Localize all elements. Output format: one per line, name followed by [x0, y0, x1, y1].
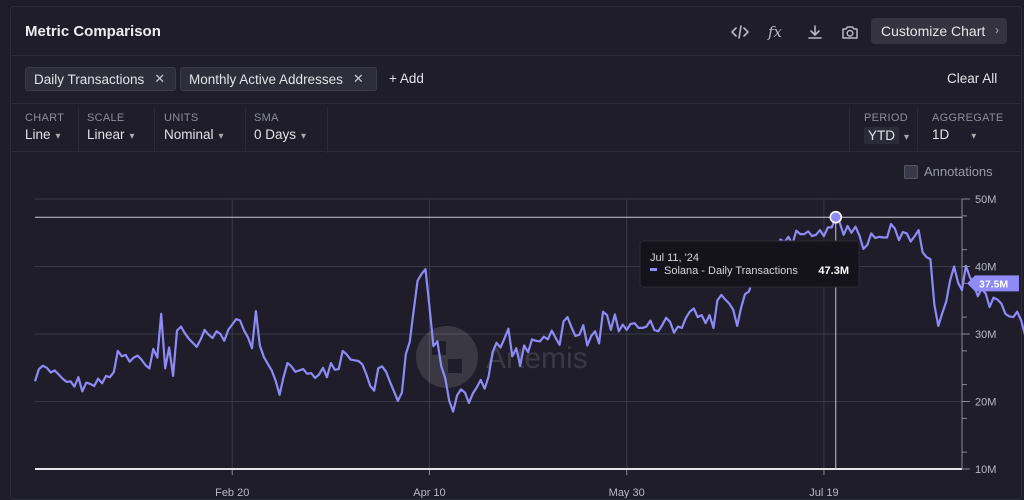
control-value: Nominal [164, 127, 214, 142]
chevron-right-icon: › [995, 23, 999, 37]
page-title: Metric Comparison [25, 23, 161, 40]
x-tick-label: May 30 [609, 487, 645, 498]
chevron-down-icon: ▾ [904, 132, 910, 143]
divider [11, 103, 1021, 104]
divider [11, 151, 1021, 152]
control-label: SMA [254, 112, 279, 124]
annotations-checkbox[interactable] [904, 164, 918, 179]
markers [829, 210, 843, 224]
close-icon[interactable]: ✕ [352, 71, 364, 86]
control-label: PERIOD [864, 112, 908, 124]
chevron-down-icon: ▾ [218, 131, 224, 142]
control-label: CHART [25, 112, 65, 124]
x-tick-label: Jul 19 [809, 487, 838, 498]
control-value: Linear [87, 127, 125, 142]
y-tick-label: 20M [975, 397, 996, 409]
control-label: AGGREGATE [932, 112, 1004, 124]
annotations-toggle[interactable]: Annotations [904, 164, 993, 179]
annotations-label: Annotations [924, 164, 993, 179]
tooltip: Jul 11, '24 Solana - Daily Transactions … [639, 240, 860, 288]
tooltip-swatch [650, 268, 657, 271]
x-tick-label: Feb 20 [215, 487, 249, 498]
last-value-label: 37.5M [967, 275, 1019, 292]
divider [11, 55, 1021, 56]
customize-chart-label: Customize Chart [881, 23, 986, 39]
control-value: 1D [932, 127, 950, 142]
close-icon[interactable]: ✕ [154, 71, 166, 86]
hover-point-marker [829, 210, 843, 224]
code-icon[interactable] [729, 21, 751, 43]
chip-label: Monthly Active Addresses [189, 71, 343, 87]
tooltip-value: 47.3M [818, 265, 849, 277]
control-value: YTD [864, 127, 899, 144]
add-metric-button[interactable]: + Add [389, 71, 424, 86]
chip-label: Daily Transactions [34, 71, 145, 87]
fx-icon[interactable]: fx [767, 23, 782, 41]
chevron-down-icon: ▾ [129, 131, 135, 142]
download-icon[interactable] [804, 21, 826, 43]
chart-type-select[interactable]: CHART Line ▾ [11, 107, 79, 153]
control-value: Line [25, 127, 51, 142]
units-select[interactable]: UNITS Nominal ▾ [150, 107, 246, 153]
x-tick-label: Apr 10 [413, 487, 445, 498]
clear-all-button[interactable]: Clear All [947, 71, 998, 86]
aggregate-select[interactable]: AGGREGATE 1D ▾ [917, 107, 1021, 153]
sma-select[interactable]: SMA 0 Days ▾ [240, 107, 328, 153]
metric-chip-daily-transactions[interactable]: Daily Transactions ✕ [25, 67, 176, 91]
customize-chart-button[interactable]: Customize Chart › [871, 18, 1007, 44]
chevron-down-icon: ▾ [301, 131, 307, 142]
period-select[interactable]: PERIOD YTD ▾ [849, 107, 923, 153]
watermark-text: Artemis [486, 342, 588, 375]
watermark: Artemis [416, 326, 588, 388]
control-value: 0 Days [254, 127, 297, 142]
tooltip-date: Jul 11, '24 [650, 252, 699, 264]
x-axis: Feb 20 Apr 10 May 30 Jul 19 [35, 468, 962, 498]
series-line-solana-daily-transactions [33, 216, 1024, 413]
last-value-text: 37.5M [979, 278, 1008, 290]
scale-select[interactable]: SCALE Linear ▾ [73, 107, 155, 153]
chevron-down-icon: ▾ [55, 131, 61, 142]
camera-icon[interactable] [839, 21, 861, 43]
grid [35, 198, 962, 469]
control-label: SCALE [87, 112, 125, 124]
metric-chip-monthly-active-addresses[interactable]: Monthly Active Addresses ✕ [180, 67, 377, 91]
y-axis: 10M 20M 30M 40M 50M [961, 194, 996, 476]
y-tick-label: 30M [975, 329, 996, 341]
tooltip-series-name: Solana - Daily Transactions [664, 265, 798, 277]
control-label: UNITS [164, 112, 199, 124]
y-tick-label: 50M [975, 194, 996, 206]
y-tick-label: 40M [975, 262, 996, 274]
chevron-down-icon: ▾ [971, 131, 977, 142]
y-tick-label: 10M [975, 464, 996, 476]
